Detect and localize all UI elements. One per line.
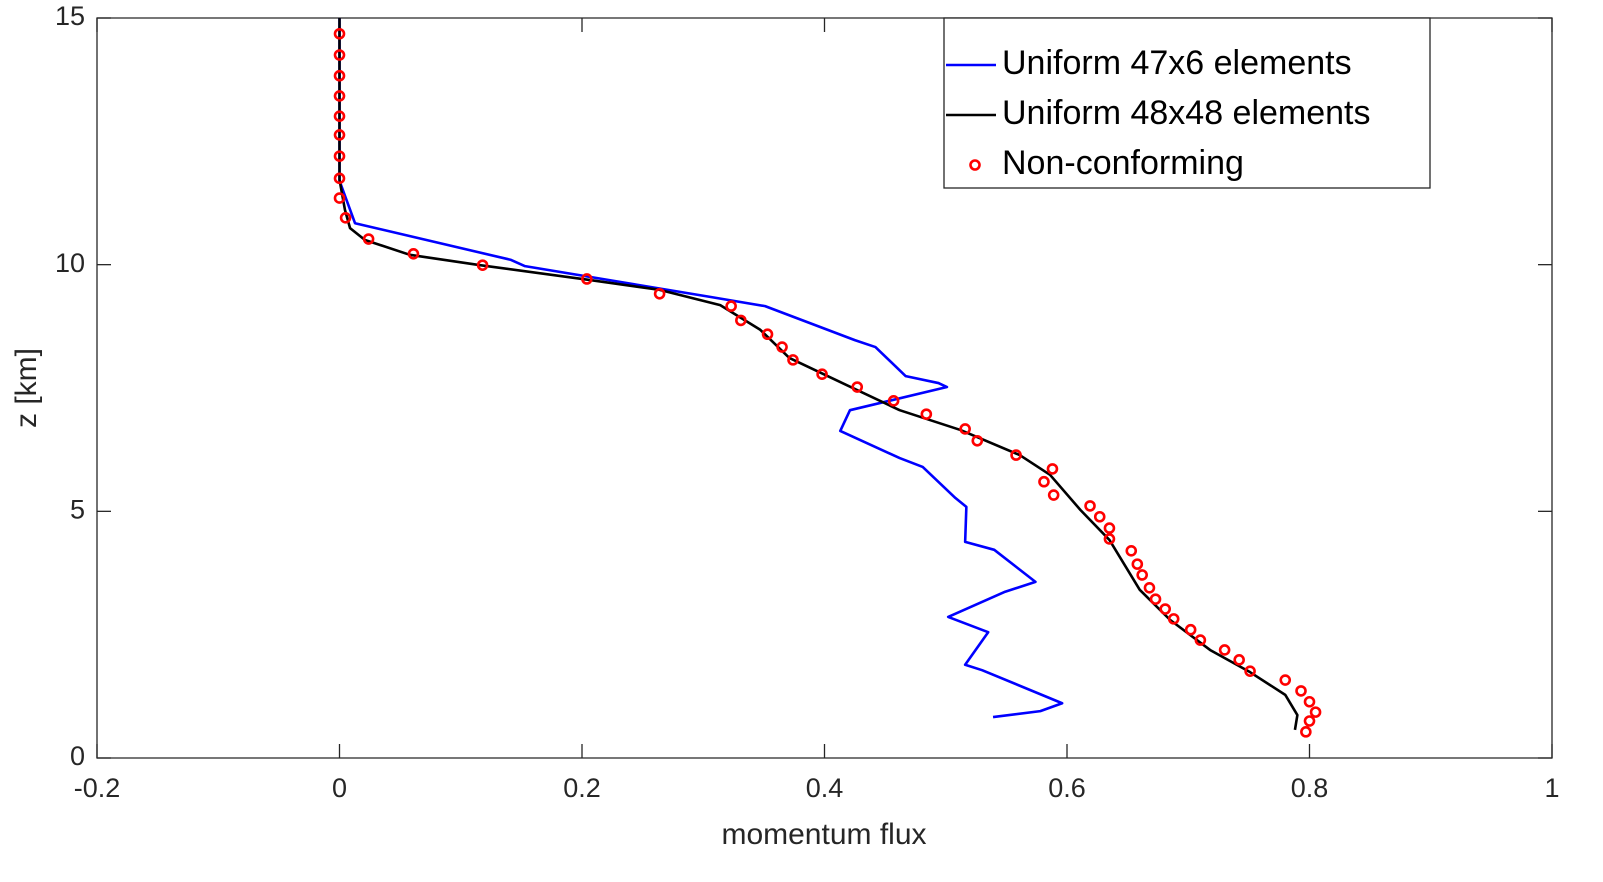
data-point <box>333 192 346 204</box>
y-tick-label: 5 <box>70 494 85 524</box>
data-point <box>333 49 346 61</box>
data-point <box>1131 558 1144 570</box>
y-tick-label: 10 <box>55 248 85 278</box>
data-point <box>653 287 666 300</box>
legend-label: Uniform 47x6 elements <box>1002 44 1352 82</box>
data-point <box>333 150 346 162</box>
data-point <box>339 212 352 224</box>
x-tick-label: -0.2 <box>74 773 121 803</box>
data-point <box>407 248 420 260</box>
legend-box <box>943 17 1431 189</box>
legend-marker <box>969 159 981 171</box>
data-point <box>1143 581 1156 594</box>
legend-label: Non-conforming <box>1002 144 1244 182</box>
data-point <box>761 328 774 341</box>
y-tick-label: 0 <box>70 741 85 771</box>
data-line <box>338 18 1064 719</box>
data-point <box>1149 593 1162 605</box>
data-point <box>1159 603 1172 615</box>
data-point <box>959 423 971 435</box>
data-point <box>1194 634 1207 646</box>
data-point <box>333 69 346 82</box>
data-point <box>735 314 747 327</box>
data-point <box>333 27 346 40</box>
data-point <box>1136 569 1148 581</box>
data-point <box>333 129 346 141</box>
data-point <box>1103 522 1116 534</box>
data-point <box>333 172 346 185</box>
data-point <box>787 354 799 366</box>
data-point <box>1295 685 1307 697</box>
data-point <box>776 341 788 353</box>
x-tick-label: 0 <box>332 773 347 803</box>
data-point <box>1038 475 1050 488</box>
data-point <box>1010 449 1022 461</box>
data-point <box>1184 623 1197 636</box>
data-point <box>333 110 346 122</box>
data-point <box>1046 463 1059 475</box>
data-point <box>1300 726 1312 738</box>
x-axis-label: momentum flux <box>721 818 926 851</box>
data-point <box>581 273 593 285</box>
data-point <box>1047 489 1060 501</box>
data-point <box>1303 715 1316 727</box>
legend-label: Uniform 48x48 elements <box>1002 94 1371 132</box>
data-point <box>1279 674 1292 686</box>
data-point <box>1125 544 1138 557</box>
data-point <box>920 408 933 420</box>
data-point <box>851 381 864 393</box>
x-tick-label: 0.4 <box>806 773 844 803</box>
data-point <box>971 434 984 447</box>
data-point <box>1093 510 1106 523</box>
data-point <box>476 259 489 271</box>
legend: Uniform 47x6 elements Uniform 48x48 eleme… <box>943 17 1431 189</box>
data-point <box>725 300 737 312</box>
data-point <box>1167 613 1180 625</box>
y-axis-label: z [km] <box>10 348 43 428</box>
x-tick-label: 0.6 <box>1048 773 1086 803</box>
data-point <box>1218 644 1231 656</box>
y-tick-label: 15 <box>55 1 85 31</box>
x-tick-label: 0.8 <box>1291 773 1329 803</box>
data-point <box>1244 665 1256 677</box>
data-point <box>887 395 900 407</box>
x-tick-label: 0.2 <box>563 773 601 803</box>
data-point <box>1309 706 1322 718</box>
data-point <box>816 368 828 380</box>
data-point <box>1303 695 1316 708</box>
data-point <box>1103 533 1116 545</box>
data-point <box>333 90 346 102</box>
data-point <box>362 233 375 245</box>
x-tick-label: 1 <box>1544 773 1559 803</box>
data-point <box>1084 500 1096 512</box>
data-point <box>1233 654 1245 666</box>
